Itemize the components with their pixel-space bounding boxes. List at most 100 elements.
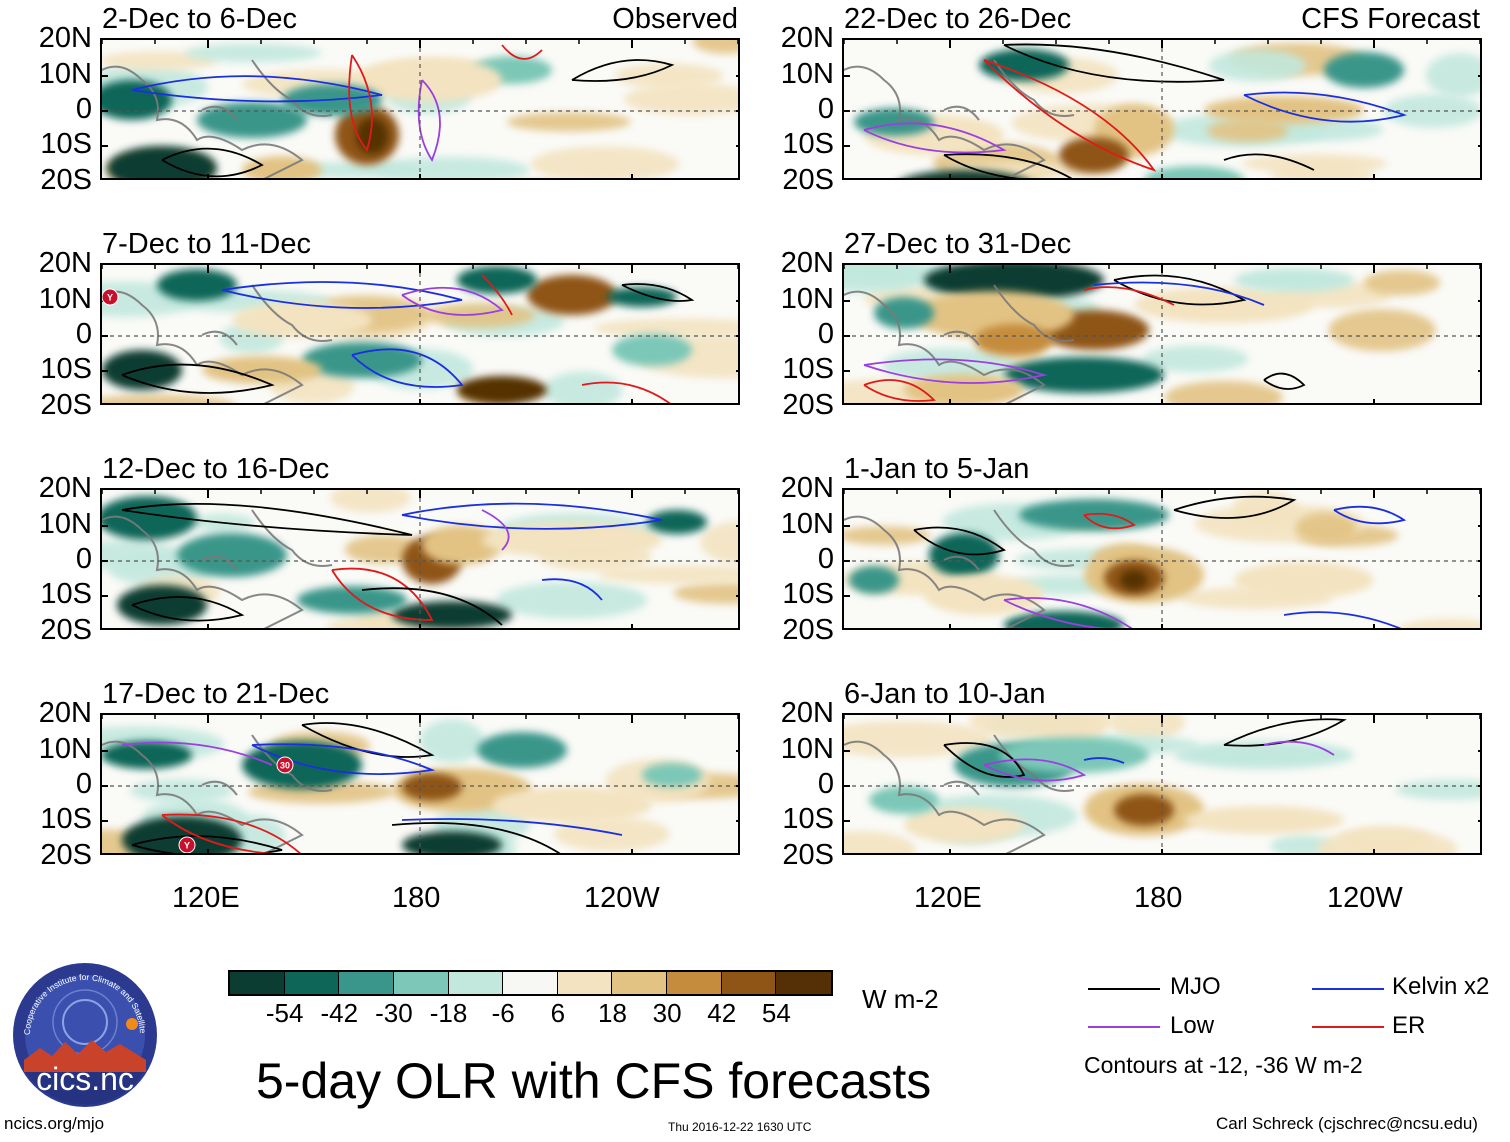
olr-map-panel-7: 30 Y: [100, 713, 740, 855]
colorbar-units: W m-2: [862, 984, 939, 1014]
lat-label-7-3: 10S: [40, 803, 92, 835]
lat-label-7-0: 20N: [38, 697, 92, 729]
lon-label-180-left: 180: [392, 882, 441, 914]
colorbar-swatch: [393, 972, 449, 994]
footer-author: Carl Schreck (cjschrec@ncsu.edu): [1216, 1114, 1478, 1133]
lat-label-2-2: 0: [817, 93, 834, 125]
footer-url[interactable]: ncics.org/mjo: [4, 1114, 105, 1133]
legend-line-er: [1312, 1026, 1384, 1028]
lat-label-3-4: 20S: [40, 389, 92, 421]
lat-label-5-0: 20N: [38, 472, 92, 504]
colorbar-label: -42: [320, 998, 359, 1028]
lat-label-6-4: 20S: [782, 614, 834, 646]
storm-marker-label: Y: [107, 293, 113, 303]
colorbar-label: -30: [375, 998, 413, 1028]
lat-label-1-2: 0: [75, 93, 92, 125]
panel-title-3: 7-Dec to 11-Dec: [102, 228, 311, 260]
colorbar-label: 6: [550, 998, 566, 1028]
panel-title-6: 1-Jan to 5-Jan: [844, 453, 1030, 485]
colorbar-swatch: [612, 972, 668, 994]
colorbar-labels: -54 -42 -30 -18 -6 6 18 30 42 54: [228, 1000, 833, 1030]
lat-label-3-1: 10N: [38, 283, 92, 315]
legend-label-er: ER: [1392, 1012, 1426, 1039]
olr-map-panel-4: [842, 263, 1482, 405]
lat-label-6-2: 0: [817, 543, 834, 575]
colorbar-swatch: [230, 972, 285, 994]
panel-title-7: 17-Dec to 21-Dec: [102, 678, 330, 710]
lon-label-120w-right: 120W: [1327, 882, 1403, 914]
lat-label-7-4: 20S: [40, 839, 92, 871]
lat-label-5-3: 10S: [40, 578, 92, 610]
olr-map-panel-8: [842, 713, 1482, 855]
storm-marker-label: 30: [280, 761, 290, 771]
legend-line-mjo: [1088, 988, 1160, 990]
cics-logo: Cooperative Institute for Climate and Sa…: [8, 952, 160, 1110]
olr-map-panel-2: [842, 38, 1482, 180]
olr-map-panel-3: Y: [100, 263, 740, 405]
lat-label-2-3: 10S: [782, 128, 834, 160]
lat-label-8-0: 20N: [780, 697, 834, 729]
logo-wordmark: cics.nc: [36, 1061, 134, 1097]
lat-label-7-1: 10N: [38, 733, 92, 765]
lat-label-4-1: 10N: [780, 283, 834, 315]
lat-label-4-2: 0: [817, 318, 834, 350]
lat-label-8-3: 10S: [782, 803, 834, 835]
colorbar-swatch: [339, 972, 394, 994]
lat-label-4-3: 10S: [782, 353, 834, 385]
lat-label-1-1: 10N: [38, 58, 92, 90]
colorbar-swatch: [721, 972, 777, 994]
legend-line-low: [1088, 1026, 1160, 1028]
lon-label-120w-left: 120W: [584, 882, 660, 914]
panel-tag-2: CFS Forecast: [1301, 3, 1480, 35]
lon-label-120e-left: 120E: [172, 882, 240, 914]
legend-label-mjo: MJO: [1170, 973, 1221, 1000]
lat-label-7-2: 0: [75, 768, 92, 800]
lat-label-8-1: 10N: [780, 733, 834, 765]
lat-label-3-3: 10S: [40, 353, 92, 385]
lat-label-2-1: 10N: [780, 58, 834, 90]
storm-marker: 30: [276, 756, 294, 774]
main-title: 5-day OLR with CFS forecasts: [256, 1053, 932, 1109]
legend-label-kelvin: Kelvin x2: [1392, 973, 1490, 1000]
colorbar-label: -18: [429, 998, 468, 1028]
lat-label-6-3: 10S: [782, 578, 834, 610]
legend-label-low: Low: [1170, 1012, 1215, 1039]
olr-map-panel-5: [100, 488, 740, 630]
lat-label-6-1: 10N: [780, 508, 834, 540]
lat-label-3-0: 20N: [38, 247, 92, 279]
colorbar-swatch: [557, 972, 613, 994]
panel-title-2: 22-Dec to 26-Dec: [844, 3, 1072, 35]
colorbar-swatch: [503, 972, 558, 994]
colorbar-label: 30: [652, 998, 682, 1028]
panel-title-5: 12-Dec to 16-Dec: [102, 453, 330, 485]
colorbar: [228, 970, 833, 996]
lat-label-6-0: 20N: [780, 472, 834, 504]
colorbar-swatch: [284, 972, 340, 994]
colorbar-swatch: [667, 972, 722, 994]
storm-marker: Y: [178, 836, 196, 853]
lat-label-5-2: 0: [75, 543, 92, 575]
lat-label-1-3: 10S: [40, 128, 92, 160]
olr-map-panel-1: [100, 38, 740, 180]
colorbar-swatch: [448, 972, 504, 994]
colorbar-label: -54: [265, 998, 304, 1028]
lat-label-1-4: 20S: [40, 164, 92, 196]
storm-marker: Y: [102, 288, 119, 306]
colorbar-label: 42: [707, 998, 737, 1028]
panel-title-4: 27-Dec to 31-Dec: [844, 228, 1072, 260]
lat-label-3-2: 0: [75, 318, 92, 350]
legend-line-kelvin: [1312, 988, 1384, 990]
panel-title-1: 2-Dec to 6-Dec: [102, 3, 298, 35]
lat-label-2-4: 20S: [782, 164, 834, 196]
lat-label-4-0: 20N: [780, 247, 834, 279]
panel-tag-1: Observed: [612, 3, 738, 35]
lat-label-5-4: 20S: [40, 614, 92, 646]
lat-label-2-0: 20N: [780, 22, 834, 54]
olr-map-panel-6: [842, 488, 1482, 630]
panel-title-8: 6-Jan to 10-Jan: [844, 678, 1046, 710]
lat-label-5-1: 10N: [38, 508, 92, 540]
colorbar-swatch: [776, 972, 831, 994]
footer-timestamp: Thu 2016-12-22 1630 UTC: [668, 1120, 812, 1134]
colorbar-label: -6: [491, 998, 515, 1028]
storm-marker-label: Y: [184, 841, 190, 851]
